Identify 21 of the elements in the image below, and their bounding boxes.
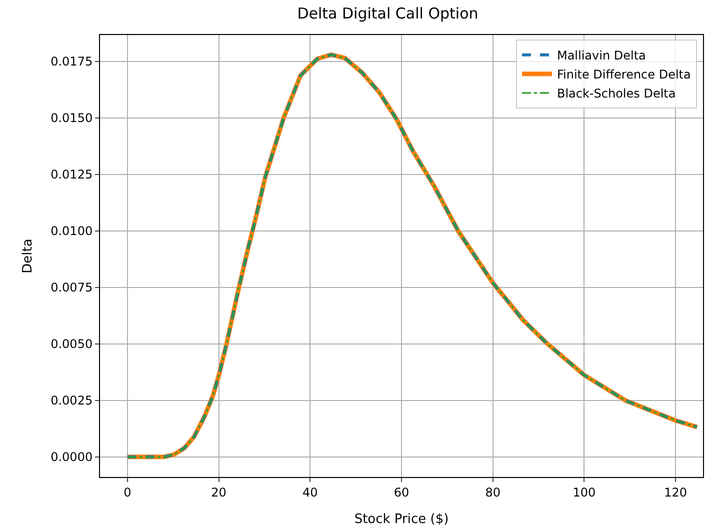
y-axis-title: Delta — [20, 238, 36, 274]
x-tick-label: 100 — [572, 485, 596, 500]
x-tick-label: 80 — [485, 485, 500, 500]
legend-label: Finite Difference Delta — [556, 68, 691, 82]
y-tick-label: 0.0100 — [50, 224, 93, 238]
x-tick-label: 0 — [124, 485, 132, 500]
chart-title: Delta Digital Call Option — [297, 4, 478, 22]
y-tick-label: 0.0000 — [50, 450, 93, 464]
x-tick-label: 120 — [664, 485, 688, 500]
x-tick-label: 20 — [211, 485, 226, 500]
y-tick-label: 0.0025 — [50, 394, 93, 408]
y-tick-label: 0.0150 — [50, 111, 93, 126]
y-tick-label: 0.0125 — [50, 168, 93, 182]
x-tick-label: 40 — [302, 485, 318, 500]
legend-label: Black-Scholes Delta — [556, 86, 676, 101]
y-tick-label: 0.0075 — [50, 280, 93, 295]
legend-label: Malliavin Delta — [556, 48, 646, 63]
x-tick-label: 60 — [394, 485, 410, 500]
y-tick-label: 0.0050 — [50, 337, 93, 352]
y-tick-label: 0.0175 — [50, 54, 93, 69]
x-axis-title: Stock Price ($) — [354, 512, 449, 527]
